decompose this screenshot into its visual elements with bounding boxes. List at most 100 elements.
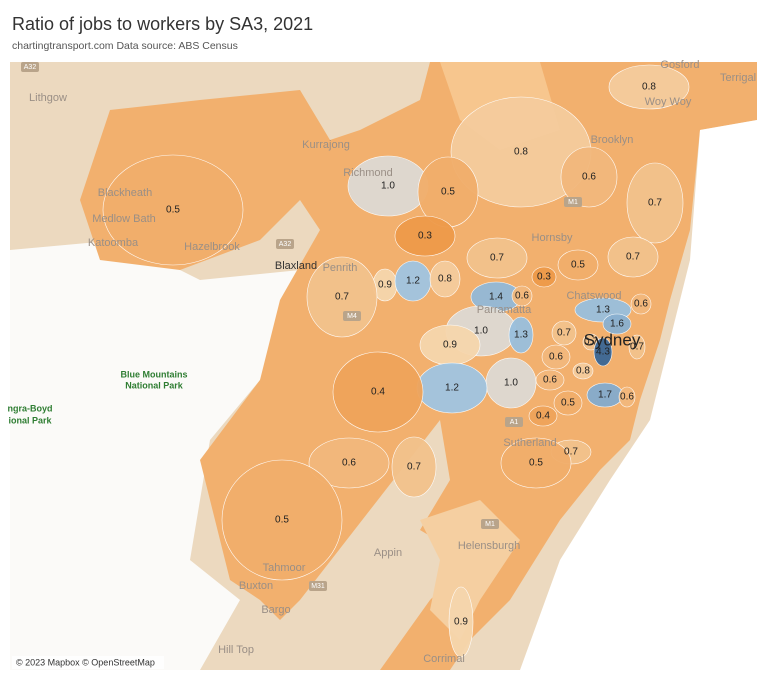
road-sign <box>564 197 582 207</box>
region <box>541 344 571 370</box>
region <box>607 236 659 278</box>
national-park <box>10 240 320 670</box>
region <box>391 436 437 498</box>
place-label: Penrith <box>323 262 358 274</box>
region-value: 0.5 <box>529 458 543 469</box>
attribution: © 2023 Mapbox © OpenStreetMap <box>16 657 155 667</box>
place-label: Helensburgh <box>458 540 520 552</box>
road-sign <box>309 581 327 591</box>
sea <box>520 120 757 670</box>
road-sign <box>276 239 294 249</box>
region <box>608 64 690 110</box>
region-value: 1.7 <box>598 390 612 401</box>
region <box>557 249 599 281</box>
region <box>602 313 632 335</box>
place-label: Terrigal <box>720 72 756 84</box>
region-value: 0.4 <box>371 387 385 398</box>
place-label: Lithgow <box>29 92 67 104</box>
place-label: Corrimal <box>423 653 465 665</box>
region-value: 0.6 <box>515 291 529 302</box>
region-value: 0.6 <box>342 458 356 469</box>
place-label: Richmond <box>343 167 393 179</box>
region-value: 1.2 <box>406 276 420 287</box>
place-label: Parramatta <box>477 304 532 316</box>
region-value: 0.6 <box>634 299 648 310</box>
region-value: 0.5 <box>561 398 575 409</box>
region <box>572 362 594 380</box>
region-value: 0.7 <box>557 328 571 339</box>
region-value: 0.8 <box>576 366 590 377</box>
region-value: 0.5 <box>571 260 585 271</box>
attribution-bg <box>12 656 164 669</box>
road-sign <box>21 62 39 72</box>
region-value: 1.0 <box>381 181 395 192</box>
region-value: 0.6 <box>543 375 557 386</box>
region-value: 0.7 <box>630 342 644 353</box>
region <box>221 459 343 581</box>
region-value: 0.5 <box>166 205 180 216</box>
region-value: 0.7 <box>626 252 640 263</box>
road-sign <box>343 311 361 321</box>
region-value: 0.8 <box>514 147 528 158</box>
region-value: 0.6 <box>582 172 596 183</box>
region-value: 0.7 <box>564 447 578 458</box>
road-sign <box>481 519 499 529</box>
place-label: Woy Woy <box>645 96 692 108</box>
road-label: M4 <box>347 313 357 320</box>
region-value: 4.3 <box>596 347 610 358</box>
region-base-light <box>420 500 520 640</box>
region-value: 1.3 <box>596 305 610 316</box>
place-label: Buxton <box>239 580 273 592</box>
region <box>429 260 461 298</box>
region <box>448 586 474 658</box>
region-value: 0.8 <box>438 274 452 285</box>
region <box>593 337 613 367</box>
region <box>531 266 557 288</box>
region-value: 0.3 <box>537 272 551 283</box>
place-label: Kurrajong <box>302 139 350 151</box>
region <box>528 405 558 427</box>
region-value: 1.0 <box>504 378 518 389</box>
region-value: 0.7 <box>335 292 349 303</box>
place-label: Hazelbrook <box>184 241 240 253</box>
region <box>394 215 456 257</box>
road-sign <box>505 417 523 427</box>
regions <box>102 64 690 658</box>
place-label: Brooklyn <box>591 134 634 146</box>
region-value: 0.7 <box>648 198 662 209</box>
region-value: 0.6 <box>549 352 563 363</box>
region-value: 0.5 <box>441 187 455 198</box>
road-label: A32 <box>24 64 37 71</box>
region <box>102 154 244 266</box>
place-label: Bargo <box>261 604 290 616</box>
place-label: Chatswood <box>566 290 621 302</box>
place-label: Blaxland <box>275 260 317 272</box>
place-label: Hill Top <box>218 644 254 656</box>
region-value: 1.4 <box>489 292 503 303</box>
labels: Gosford Terrigal Woy Woy Brooklyn Lithgow Kur… <box>8 59 757 665</box>
place-label: Medlow Bath <box>92 213 156 225</box>
region-value: 0.4 <box>536 411 550 422</box>
region-value: 0.7 <box>584 337 598 348</box>
region-value: 0.9 <box>378 280 392 291</box>
place-label: Appin <box>374 547 402 559</box>
region <box>551 320 577 346</box>
region <box>332 351 424 433</box>
region <box>630 293 652 315</box>
region <box>308 437 390 489</box>
region-value: 0.7 <box>490 253 504 264</box>
place-label: Gosford <box>660 59 699 71</box>
place-label: Sydney <box>584 330 641 349</box>
region <box>626 162 684 244</box>
region <box>553 390 583 416</box>
region-value: 0.6 <box>620 392 634 403</box>
place-label: Sutherland <box>503 437 556 449</box>
road-label: M1 <box>485 521 495 528</box>
title: Ratio of jobs to workers by SA3, 2021 <box>12 14 314 34</box>
road-label: M31 <box>311 583 325 590</box>
region <box>500 437 572 489</box>
region <box>560 146 618 208</box>
region-value: 0.8 <box>642 82 656 93</box>
